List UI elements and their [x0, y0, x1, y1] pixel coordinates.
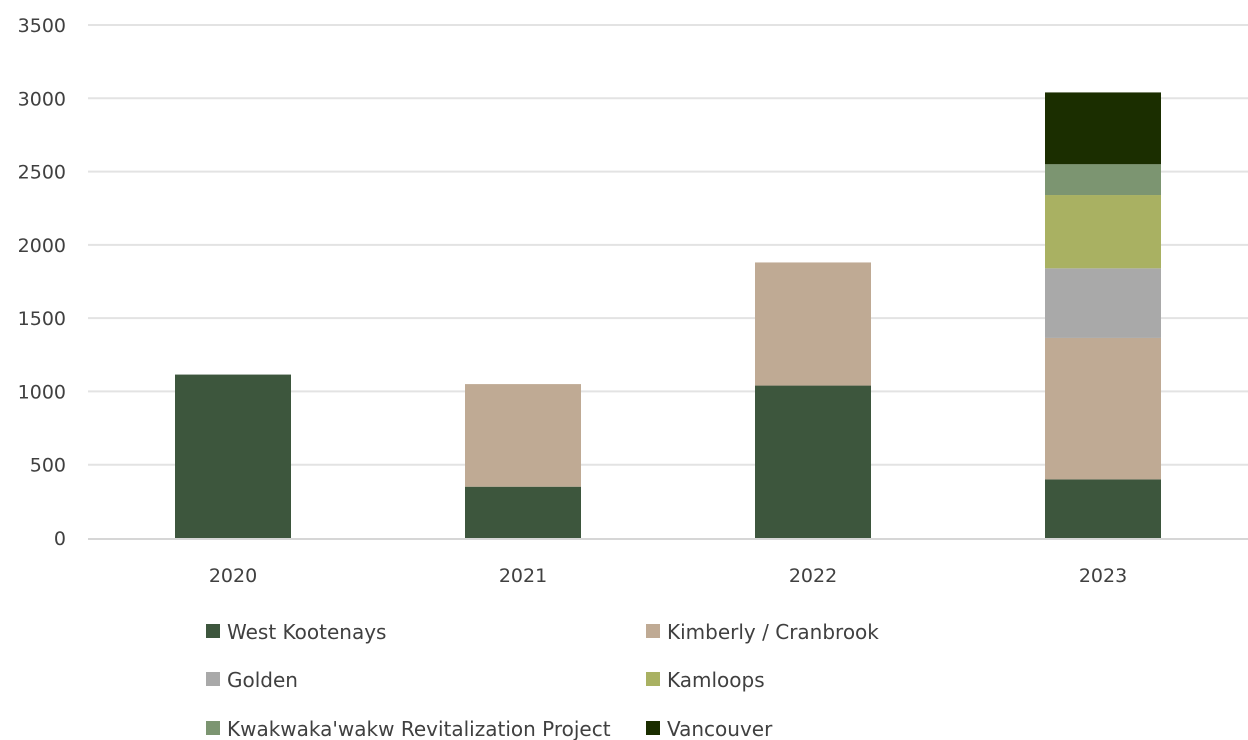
legend-swatch	[646, 721, 660, 735]
legend-label: Kimberly / Cranbrook	[667, 620, 879, 644]
y-tick-label: 500	[30, 455, 66, 477]
bar-segment	[1045, 268, 1161, 338]
y-tick-label: 1000	[18, 381, 66, 403]
x-tick-label: 2022	[789, 565, 837, 587]
legend-label: West Kootenays	[227, 620, 386, 644]
y-tick-label: 1500	[18, 308, 66, 330]
bar-segment	[1045, 195, 1161, 269]
bar-segment	[755, 262, 871, 386]
y-tick-label: 2500	[18, 162, 66, 184]
bar-segment	[1045, 479, 1161, 538]
bar-segment	[1045, 164, 1161, 196]
legend-swatch	[206, 672, 220, 686]
bar-segment	[755, 385, 871, 538]
legend-swatch	[646, 624, 660, 638]
bar-segment	[175, 374, 291, 538]
bar-segment	[465, 384, 581, 487]
x-tick-label: 2021	[499, 565, 547, 587]
y-tick-label: 3500	[18, 15, 66, 37]
y-tick-label: 2000	[18, 235, 66, 257]
legend-swatch	[206, 624, 220, 638]
legend-swatch	[206, 721, 220, 735]
legend-label: Kamloops	[667, 668, 765, 692]
x-tick-label: 2020	[209, 565, 257, 587]
x-tick-label: 2023	[1079, 565, 1127, 587]
bar-segment	[465, 486, 581, 538]
legend-label: Kwakwaka'wakw Revitalization Project	[227, 717, 611, 740]
bar-segment	[1045, 92, 1161, 165]
legend-swatch	[646, 672, 660, 686]
y-tick-label: 3000	[18, 88, 66, 110]
legend-label: Golden	[227, 668, 298, 692]
legend-label: Vancouver	[667, 717, 773, 740]
bar-segment	[1045, 337, 1161, 480]
y-tick-label: 0	[54, 528, 66, 550]
